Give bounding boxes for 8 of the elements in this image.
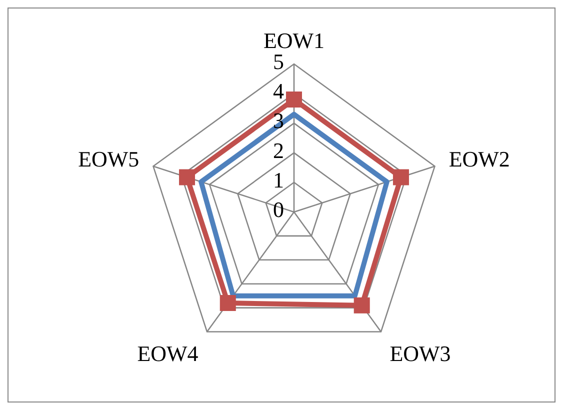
y-tick-label: 4 <box>273 78 284 104</box>
spoke-label: EOW2 <box>448 146 510 172</box>
y-tick-label: 2 <box>273 138 284 163</box>
spoke-label: EOW5 <box>78 146 140 172</box>
spoke-label: EOW4 <box>137 340 198 366</box>
y-tick-label: 0 <box>273 197 284 222</box>
y-tick-label: 1 <box>273 167 284 192</box>
spoke-label: EOW3 <box>390 340 451 366</box>
